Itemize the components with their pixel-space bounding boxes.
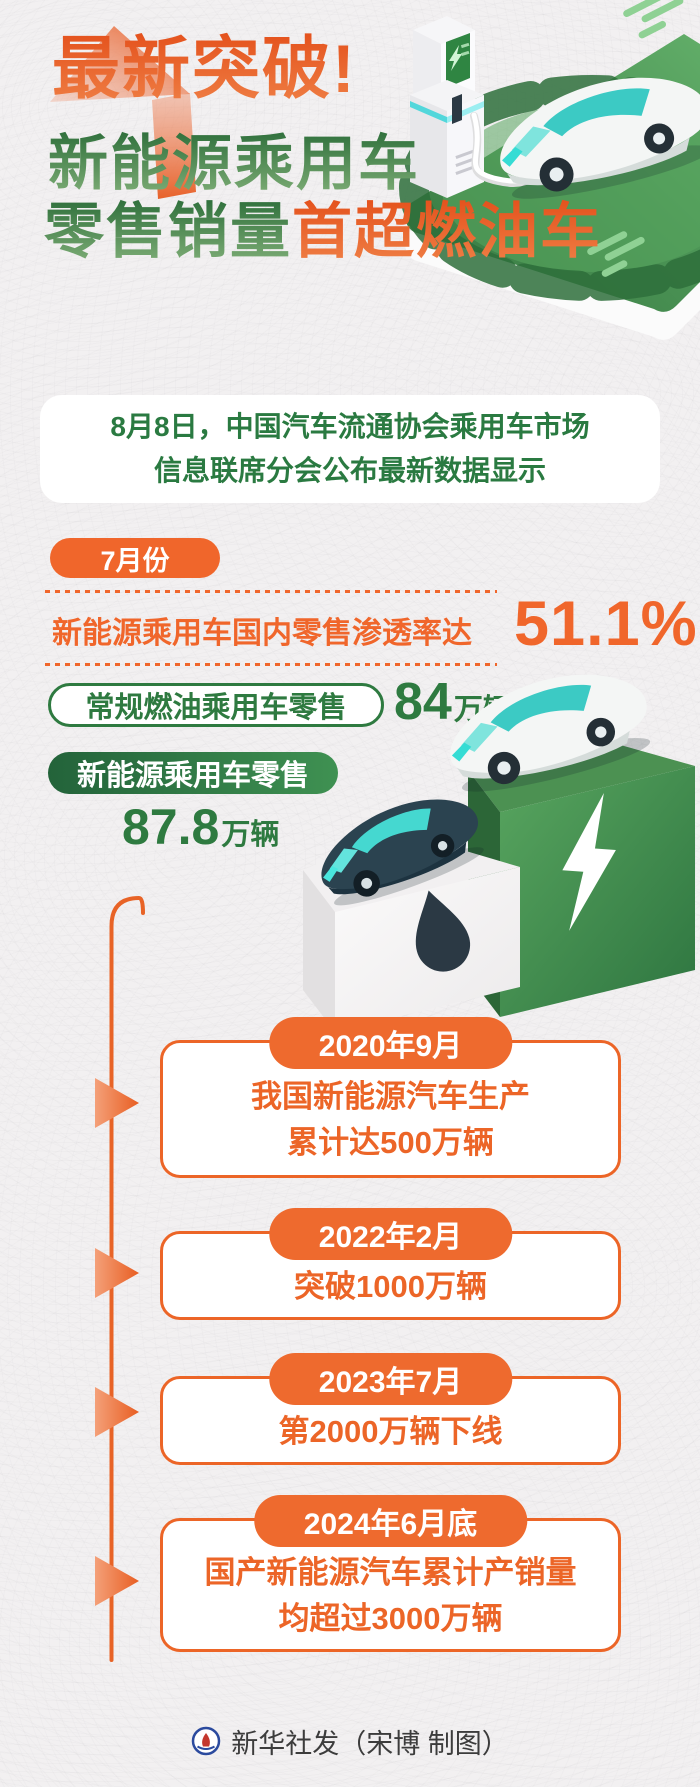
timeline-card-text: 突破1000万辆	[294, 1242, 487, 1310]
fuel-retail-label: 常规燃油乘用车零售	[85, 692, 347, 724]
timeline-card-text: 国产新能源汽车累计产销量 均超过3000万辆	[205, 1528, 577, 1642]
hero-ev-charging-illustration	[50, 0, 700, 340]
timeline-date-badge: 2023年7月	[268, 1353, 513, 1405]
nev-retail-unit: 万辆	[221, 819, 280, 851]
headline-line3: 零售销量首超燃油车	[44, 198, 602, 265]
announcement-line1: 8月8日，中国汽车流通协会乘用车市场	[110, 411, 590, 442]
month-badge-label: 7月份	[100, 545, 170, 576]
timeline-card-2022: 2022年2月 突破1000万辆	[160, 1208, 621, 1320]
platform-dashes-icon	[587, 231, 645, 277]
platform-dashes-icon	[623, 0, 684, 39]
fuel-retail-badge: 常规燃油乘用车零售	[48, 683, 384, 727]
timeline-arrow-icon	[95, 1078, 139, 1128]
timeline-card-line: 我国新能源汽车生产	[251, 1079, 530, 1114]
footer: 新华社发（宋博 制图）	[0, 1716, 700, 1766]
timeline-card-2024: 2024年6月底 国产新能源汽车累计产销量 均超过3000万辆	[160, 1495, 621, 1652]
dotted-divider-top	[45, 590, 497, 593]
nev-retail-number: 87.8	[122, 799, 220, 855]
timeline-card-line: 国产新能源汽车累计产销量	[204, 1555, 577, 1590]
pedestal-comparison-illustration	[303, 674, 695, 1032]
timeline-date-badge: 2020年9月	[268, 1017, 513, 1069]
charger-socket	[452, 94, 462, 124]
timeline-arrow-icon	[95, 1387, 139, 1437]
timeline-card-text: 我国新能源汽车生产 累计达500万辆	[251, 1052, 530, 1166]
up-arrow-icon	[50, 26, 196, 199]
headline-line3-orange: 首超燃油车	[292, 198, 602, 265]
timeline-date-badge: 2024年6月底	[253, 1495, 528, 1547]
timeline-card-line: 均超过3000万辆	[278, 1601, 503, 1636]
headline-line2: 新能源乘用车	[48, 130, 420, 197]
headline: 最新突破! 新能源乘用车 零售销量首超燃油车	[44, 31, 602, 265]
timeline-card-2023: 2023年7月 第2000万辆下线	[160, 1353, 621, 1465]
headline-line1: 最新突破!	[52, 31, 357, 107]
month-badge: 7月份	[50, 538, 220, 578]
timeline-card-line: 突破1000万辆	[294, 1268, 487, 1304]
xinhua-logo-icon	[191, 1726, 221, 1756]
credit-text: 新华社发（宋博 制图）	[231, 1728, 509, 1759]
oil-drop-icon	[415, 890, 471, 972]
nev-car-icon	[450, 674, 651, 792]
nev-retail-badge: 新能源乘用车零售	[48, 752, 338, 794]
timeline-spine	[95, 895, 145, 1662]
fuel-retail-number: 84	[394, 673, 452, 731]
headline-line3-green: 零售销量	[44, 198, 292, 265]
timeline-date-badge: 2022年2月	[268, 1208, 513, 1260]
ev-car-icon	[500, 77, 700, 199]
charger-bolt-icon	[449, 45, 462, 71]
timeline-line	[109, 895, 145, 1662]
nev-retail-label: 新能源乘用车零售	[76, 760, 309, 792]
timeline-card-line: 累计达500万辆	[287, 1125, 494, 1160]
timeline-card-text: 第2000万辆下线	[279, 1387, 503, 1455]
dotted-divider-bottom	[45, 663, 497, 666]
charging-station-icon	[410, 16, 544, 198]
announcement-box: 8月8日，中国汽车流通协会乘用车市场 信息联席分会公布最新数据显示	[40, 395, 660, 503]
timeline-arrow-icon	[95, 1556, 139, 1606]
penetration-value: 51.1%	[514, 589, 698, 659]
fuel-car-icon	[321, 799, 484, 906]
nev-retail-value: 87.8 万辆	[122, 798, 279, 856]
announcement-line2: 信息联席分会公布最新数据显示	[153, 455, 546, 486]
lightning-bolt-icon	[562, 793, 616, 931]
penetration-label: 新能源乘用车国内零售渗透率达	[52, 617, 472, 650]
timeline-arrow-icon	[95, 1248, 139, 1298]
timeline-card-2020: 2020年9月 我国新能源汽车生产 累计达500万辆	[160, 1017, 621, 1178]
timeline-card-line: 第2000万辆下线	[278, 1413, 503, 1449]
